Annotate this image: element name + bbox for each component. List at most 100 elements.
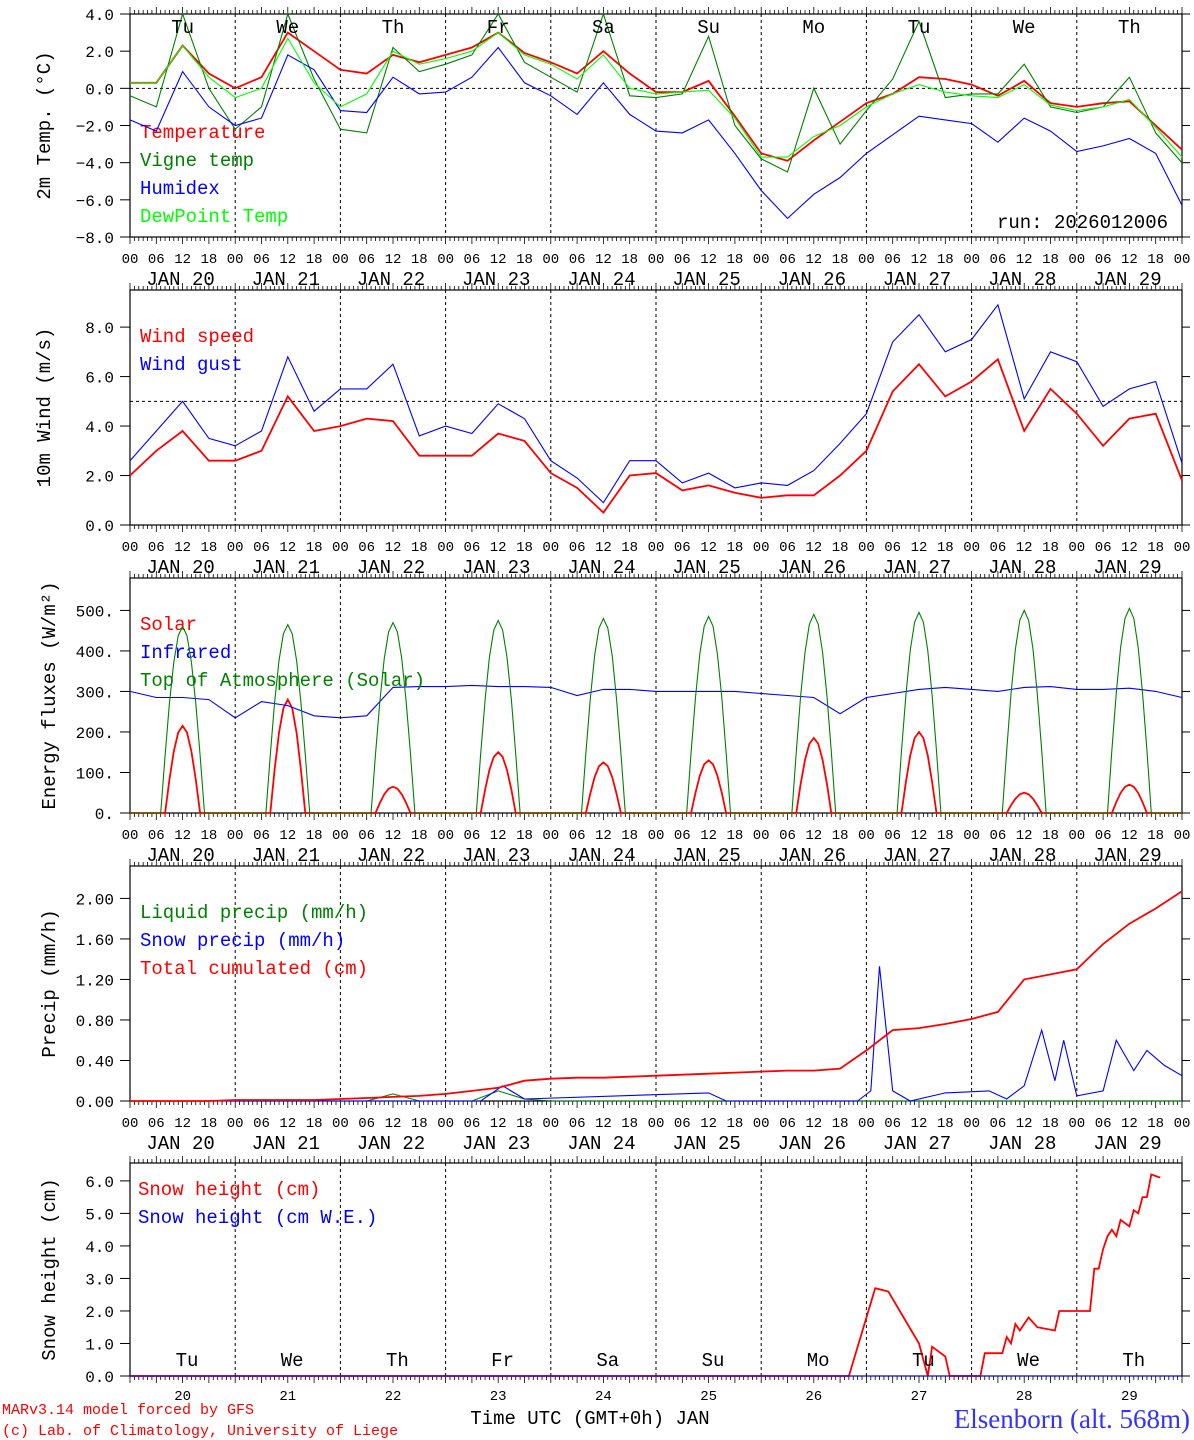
hour-tick-label: 00 <box>963 1116 980 1132</box>
hour-tick-label: 18 <box>832 252 849 268</box>
date-label: JAN 27 <box>883 845 951 867</box>
hour-tick-label: 12 <box>385 1116 402 1132</box>
hour-tick-label: 18 <box>1042 540 1059 556</box>
date-label: JAN 24 <box>567 269 635 291</box>
date-label: JAN 28 <box>988 269 1056 291</box>
series-line-temperature <box>130 31 1183 162</box>
legend-entry: Snow height (cm) <box>138 1179 320 1201</box>
weekday-label: Fr <box>491 1350 514 1372</box>
y-tick-label: 100. <box>76 765 114 783</box>
hour-tick-label: 00 <box>1068 540 1085 556</box>
y-tick-label: 0.00 <box>76 1094 114 1112</box>
series-line-snow-precip-mm-h- <box>130 966 1183 1102</box>
hour-tick-label: 12 <box>279 540 296 556</box>
hour-tick-label: 12 <box>490 252 507 268</box>
weekday-label: We <box>1013 17 1036 39</box>
hour-tick-label: 00 <box>858 540 875 556</box>
date-label: JAN 25 <box>672 269 740 291</box>
hour-tick-label: 12 <box>911 828 928 844</box>
hour-tick-label: 06 <box>148 252 165 268</box>
hour-tick-label: 18 <box>1147 1116 1164 1132</box>
y-axis-label: Energy fluxes (W/m²) <box>39 581 61 809</box>
hour-tick-label: 00 <box>542 252 559 268</box>
hour-tick-label: 00 <box>437 828 454 844</box>
hour-tick-label: 06 <box>989 252 1006 268</box>
hour-tick-label: 18 <box>516 540 533 556</box>
hour-tick-label: 00 <box>437 1116 454 1132</box>
plot-frame <box>129 13 1183 238</box>
legend-entry: Humidex <box>140 178 220 200</box>
date-label: JAN 22 <box>357 269 425 291</box>
series-line-wind-speed <box>129 357 1183 514</box>
y-tick-label: 6.0 <box>85 370 114 388</box>
hour-tick-label: 00 <box>122 828 139 844</box>
hour-tick-label: 12 <box>279 1116 296 1132</box>
date-label: JAN 27 <box>883 1133 951 1155</box>
hour-tick-label: 00 <box>648 252 665 268</box>
hour-tick-label: 00 <box>227 540 244 556</box>
hour-tick-label: 18 <box>1147 828 1164 844</box>
date-label: JAN 22 <box>357 1133 425 1155</box>
hour-tick-label: 18 <box>200 828 217 844</box>
legend-entry: Wind gust <box>140 354 243 376</box>
date-label: JAN 25 <box>672 845 740 867</box>
weekday-label: Mo <box>802 17 825 39</box>
y-tick-label: 4.0 <box>85 1239 114 1257</box>
hour-tick-label: 18 <box>726 1116 743 1132</box>
hour-tick-label: 12 <box>595 1116 612 1132</box>
hour-tick-label: 00 <box>1174 540 1191 556</box>
hour-tick-label: 18 <box>1042 252 1059 268</box>
hour-tick-label: 06 <box>358 1116 375 1132</box>
hour-tick-label: 06 <box>884 828 901 844</box>
weekday-label: Su <box>697 17 720 39</box>
y-tick-label: 0.0 <box>85 1369 114 1387</box>
hour-tick-label: 12 <box>279 828 296 844</box>
hour-tick-label: 12 <box>595 252 612 268</box>
hour-tick-label: 00 <box>227 252 244 268</box>
hour-tick-label: 06 <box>884 1116 901 1132</box>
hour-tick-label: 12 <box>805 828 822 844</box>
series-line-snow-height-cm- <box>130 1173 1161 1377</box>
date-label: JAN 21 <box>252 269 320 291</box>
weekday-label: We <box>276 17 299 39</box>
y-tick-label: 0.0 <box>85 518 114 536</box>
date-label: JAN 20 <box>146 845 214 867</box>
weekday-label: Th <box>1118 17 1141 39</box>
hour-tick-label: 12 <box>700 1116 717 1132</box>
date-label: JAN 26 <box>778 1133 846 1155</box>
hour-tick-label: 06 <box>253 540 270 556</box>
hour-tick-label: 06 <box>148 540 165 556</box>
hour-tick-label: 12 <box>700 540 717 556</box>
hour-tick-label: 18 <box>621 252 638 268</box>
date-label: JAN 21 <box>252 557 320 579</box>
date-label: JAN 20 <box>146 557 214 579</box>
hour-tick-label: 06 <box>569 828 586 844</box>
hour-tick-label: 00 <box>753 828 770 844</box>
hour-tick-label: 06 <box>253 828 270 844</box>
day-number-label: 26 <box>805 1389 822 1405</box>
hour-tick-label: 00 <box>542 1116 559 1132</box>
hour-tick-label: 12 <box>490 540 507 556</box>
hour-tick-label: 12 <box>595 828 612 844</box>
date-label: JAN 27 <box>883 557 951 579</box>
hour-tick-label: 18 <box>1042 828 1059 844</box>
day-number-label: 24 <box>595 1389 612 1405</box>
date-label: JAN 26 <box>778 557 846 579</box>
x-axis-ticks <box>129 7 1183 244</box>
hour-tick-label: 00 <box>753 252 770 268</box>
date-label: JAN 29 <box>1093 269 1161 291</box>
hour-tick-label: 00 <box>963 252 980 268</box>
hour-tick-label: 06 <box>1095 1116 1112 1132</box>
legend-entry: Top of Atmosphere (Solar) <box>140 670 425 692</box>
date-label: JAN 26 <box>778 269 846 291</box>
hour-tick-label: 06 <box>358 252 375 268</box>
hour-tick-label: 12 <box>1121 540 1138 556</box>
series-line-wind-gust <box>129 303 1183 504</box>
y-axis-label: 2m Temp. (°C) <box>34 51 56 199</box>
run-label: run: 2026012006 <box>997 212 1168 234</box>
hour-tick-label: 06 <box>1095 252 1112 268</box>
y-axis-label: Snow height (cm) <box>39 1178 61 1360</box>
hour-tick-label: 06 <box>463 1116 480 1132</box>
date-label: JAN 26 <box>778 845 846 867</box>
